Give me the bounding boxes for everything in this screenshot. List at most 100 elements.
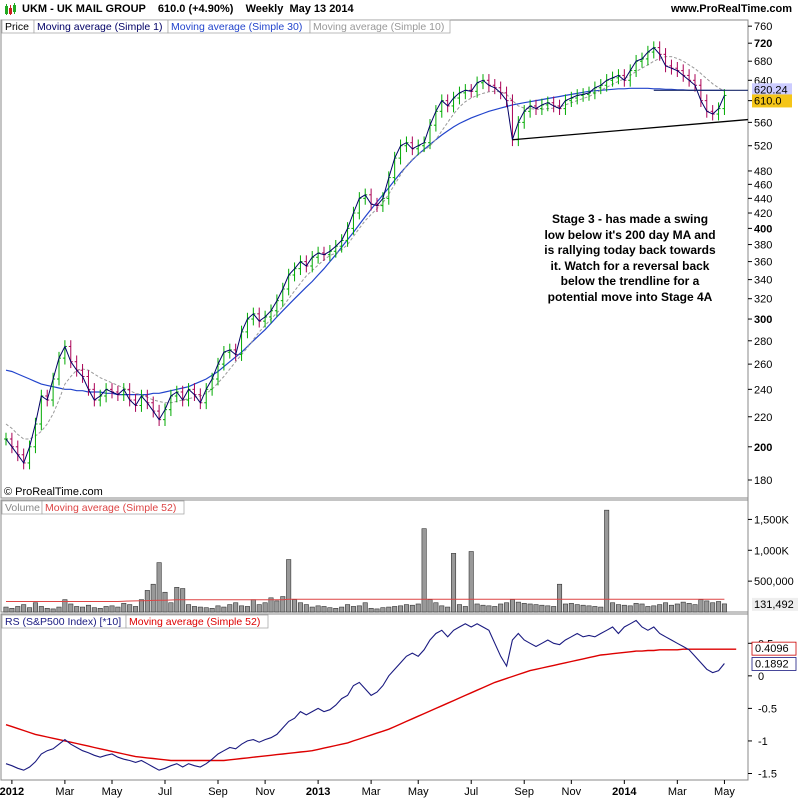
- volume-bar: [415, 603, 421, 613]
- volume-bar: [686, 603, 692, 613]
- volume-bar: [286, 559, 292, 613]
- volume-bar: [186, 604, 192, 613]
- ma30-line: [5, 87, 725, 396]
- volume-bar: [627, 605, 633, 613]
- volume-bar: [91, 607, 97, 613]
- volume-bar: [545, 605, 551, 613]
- x-tick-label: Jul: [464, 786, 478, 798]
- volume-bar: [380, 607, 386, 613]
- volume-bar: [50, 608, 56, 613]
- volume-bar: [492, 606, 498, 613]
- volume-bar: [557, 583, 563, 613]
- volume-bar: [674, 603, 680, 613]
- x-tick-label: Sep: [514, 786, 534, 798]
- site-url: www.ProRealTime.com: [670, 3, 792, 15]
- rs-legend-label: Moving average (Simple 52): [129, 616, 260, 628]
- volume-bar: [633, 603, 639, 613]
- volume-bar: [191, 606, 197, 613]
- price-legend-label: Moving average (Simple 1): [37, 21, 162, 33]
- volume-bar: [403, 604, 409, 613]
- price-tick-label: 560: [754, 117, 772, 129]
- annotation-line: is rallying today back towards: [544, 243, 716, 258]
- volume-bar: [44, 607, 50, 613]
- volume-bar: [498, 603, 504, 613]
- volume-bar: [27, 607, 33, 613]
- volume-bar: [21, 604, 27, 613]
- volume-bar: [651, 605, 657, 613]
- x-tick-label: Jul: [158, 786, 172, 798]
- volume-bar: [427, 599, 433, 613]
- ma1-line: [5, 46, 725, 465]
- annotation-line: low below it's 200 day MA and: [544, 227, 716, 242]
- x-tick-label: 2012: [0, 786, 24, 798]
- price-tick-label: 340: [754, 275, 772, 287]
- volume-bar: [645, 606, 651, 613]
- volume-bar: [138, 599, 144, 613]
- volume-bar: [197, 606, 203, 613]
- price-tick-label: 220: [754, 412, 772, 424]
- annotation-line: below the trendline for a: [560, 274, 700, 289]
- volume-bar: [309, 606, 315, 613]
- price-tick-label: 420: [754, 208, 772, 220]
- volume-bar: [439, 605, 445, 613]
- volume-bar: [680, 601, 686, 613]
- annotation-line: potential move into Stage 4A: [547, 289, 713, 304]
- volume-bar: [462, 606, 468, 613]
- volume-bar: [162, 591, 168, 613]
- volume-bar: [356, 605, 362, 613]
- ma30-value-box: [752, 83, 792, 97]
- rs-line: [5, 619, 725, 771]
- volume-bar: [97, 607, 103, 613]
- price-legend-label: Moving average (Simple 10): [313, 21, 444, 33]
- volume-bar: [133, 606, 139, 613]
- volume-bar: [533, 604, 539, 613]
- volume-bar: [297, 602, 303, 613]
- annotation-line: Stage 3 - has made a swing: [551, 212, 709, 226]
- annotation-line: it. Watch for a reversal back: [550, 258, 710, 273]
- volume-bar: [333, 607, 339, 613]
- volume-bar: [85, 604, 91, 613]
- copyright-text: © ProRealTime.com: [4, 486, 103, 498]
- price-legend-label: Price: [5, 21, 29, 33]
- price-tick-label: 760: [754, 21, 772, 33]
- volume-legend-box: [41, 500, 185, 515]
- volume-bar: [568, 603, 574, 613]
- volume-bar: [368, 607, 374, 613]
- last-price-box: [752, 94, 792, 108]
- rs-value-label: 0.1892: [755, 658, 789, 670]
- volume-bar: [615, 604, 621, 613]
- volume-bar: [103, 606, 109, 613]
- volume-bar: [256, 604, 262, 613]
- volume-ma-line: [6, 598, 725, 602]
- volume-bar: [209, 607, 215, 613]
- volume-bar: [321, 606, 327, 613]
- ma30-value-label: 620.24: [754, 84, 788, 96]
- volume-bar: [3, 606, 9, 613]
- x-tick-label: May: [714, 786, 735, 798]
- rs-tick-label: -1: [758, 736, 768, 748]
- volume-bar: [639, 603, 645, 613]
- price-panel-frame: [0, 19, 749, 499]
- volume-last-label: 131,492: [754, 599, 794, 611]
- x-tick-label: 2014: [612, 786, 637, 798]
- volume-bar: [586, 605, 592, 613]
- volume-bar: [144, 590, 150, 613]
- volume-bar: [621, 604, 627, 613]
- price-tick-label: 260: [754, 359, 772, 371]
- volume-bar: [386, 606, 392, 613]
- volume-bar: [657, 604, 663, 613]
- x-tick-label: Nov: [562, 786, 582, 798]
- volume-bar: [710, 602, 716, 613]
- x-tick-label: Mar: [668, 786, 687, 798]
- x-tick-label: Nov: [255, 786, 275, 798]
- rs-ma-value-label: 0.4096: [755, 643, 789, 655]
- price-tick-label: 480: [754, 166, 772, 178]
- volume-bar: [551, 606, 557, 613]
- volume-bar: [527, 603, 533, 613]
- volume-bar: [592, 606, 598, 613]
- volume-bar: [521, 603, 527, 613]
- volume-bar: [668, 604, 674, 613]
- price-tick-label: 440: [754, 193, 772, 205]
- x-tick-label: Mar: [55, 786, 74, 798]
